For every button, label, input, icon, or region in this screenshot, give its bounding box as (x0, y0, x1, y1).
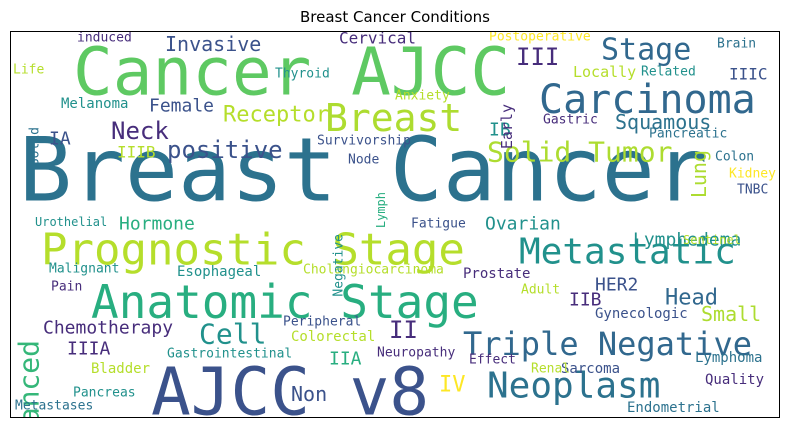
word-iiia: IIIA (67, 339, 111, 360)
word-quality: Quality (705, 372, 764, 388)
word-cancer-ajcc: Cancer AJCC (73, 34, 510, 111)
word-neuropathy: Neuropathy (377, 346, 455, 361)
word-life: Life (13, 63, 44, 78)
word-gastric: Gastric (543, 113, 598, 128)
word-tnbc: TNBC (737, 183, 768, 198)
word-anatomic-stage: Anatomic Stage (91, 275, 479, 329)
word-lymphoma: Lymphoma (695, 350, 762, 366)
word-prognostic-stage: Prognostic Stage (41, 225, 465, 276)
word-induced: induced (77, 32, 132, 46)
word-ia: IA (49, 129, 71, 150)
word-sarcoma: Sarcoma (561, 361, 620, 377)
word-endometrial: Endometrial (627, 400, 720, 416)
word-adult: Adult (521, 283, 560, 298)
word-female: Female (149, 96, 214, 117)
word-stage: Stage (601, 33, 691, 68)
word-solid: Solid (28, 127, 43, 166)
word-early: Early (498, 104, 516, 149)
word-small: Small (701, 302, 761, 326)
word-neck: Neck (111, 117, 169, 145)
word-cervical: Cervical (339, 32, 416, 48)
word-esophageal: Esophageal (177, 264, 261, 280)
word-squamous: Squamous (615, 110, 711, 134)
word-carcinoma: Carcinoma (539, 77, 756, 123)
word-fatigue: Fatigue (411, 217, 466, 232)
word-ovarian: Ovarian (485, 214, 561, 235)
word-effect: Effect (469, 353, 516, 368)
word-colorectal: Colorectal (291, 329, 375, 345)
word-ii: II (389, 316, 418, 344)
word-prostate: Prostate (463, 266, 530, 282)
word-ajcc-v8: AJCC v8 (151, 354, 429, 419)
word-solid-tumor: Solid Tumor (487, 136, 672, 169)
word-lymph: Lymph (374, 192, 388, 228)
word-iiic: IIIC (729, 65, 768, 84)
word-advanced: Advanced (13, 340, 46, 418)
word-peripheral: Peripheral (283, 315, 361, 330)
word-pancreatic: Pancreatic (649, 127, 727, 142)
word-chemotherapy: Chemotherapy (43, 318, 173, 339)
word-metastases: Metastases (15, 399, 93, 414)
word-anxiety: Anxiety (395, 89, 450, 104)
word-related: Related (641, 65, 696, 80)
word-urothelial: Urothelial (35, 215, 107, 229)
word-head: Head (665, 286, 718, 311)
chart-title: Breast Cancer Conditions (300, 8, 490, 26)
word-her2: HER2 (595, 275, 638, 296)
word-melanoma: Melanoma (61, 96, 128, 112)
word-negative: Negative (332, 234, 347, 297)
word-locally: Locally (573, 63, 636, 81)
word-node: Node (348, 153, 379, 168)
word-cholangiocarcinoma: Cholangiocarcinoma (303, 263, 444, 278)
word-cloud: Breast Cancer Cancer AJCC AJCC v8 Prognosti… (13, 32, 777, 419)
word-breast: Breast (325, 96, 462, 140)
word-brain: Brain (717, 37, 756, 52)
word-lymphedema: Lymphedema (633, 230, 741, 251)
word-triple-negative: Triple Negative (463, 325, 752, 363)
word-receptor: Receptor (223, 103, 329, 128)
word-gynecologic: Gynecologic (595, 306, 688, 322)
word-kidney: Kidney (729, 167, 776, 182)
word-ib: IB (489, 120, 511, 141)
word-iib: IIB (569, 290, 602, 311)
word-bladder: Bladder (91, 361, 150, 377)
word-neoplasm: Neoplasm (487, 366, 660, 407)
word-lung: Lung (687, 150, 711, 198)
word-positive: positive (167, 136, 283, 164)
word-malignant: Malignant (49, 262, 119, 277)
word-breast-cancer: Breast Cancer (19, 119, 708, 222)
word-thyroid: Thyroid (275, 67, 330, 82)
word-iia: IIA (329, 349, 362, 370)
word-iii: III (516, 43, 559, 71)
word-iv: IV (439, 373, 466, 398)
word-cell: Cell (199, 318, 266, 351)
word-gastrointestinal: Gastrointestinal (167, 347, 292, 362)
word-survivorship: Survivorship (317, 134, 411, 149)
word-pain: Pain (51, 280, 82, 295)
word-pancreas: Pancreas (73, 386, 136, 401)
word-cloud-frame: Breast Cancer Cancer AJCC AJCC v8 Prognosti… (10, 31, 780, 418)
word-colon: Colon (715, 150, 754, 165)
word-invasive: Invasive (165, 32, 261, 56)
word-hormone: Hormone (119, 214, 195, 235)
word-non: Non (291, 382, 327, 406)
word-postoperative: Postoperative (489, 32, 591, 45)
word-sentinel: Sentinel (683, 233, 741, 247)
word-renal: Renal (531, 362, 570, 377)
word-metastatic: Metastatic (519, 232, 736, 273)
word-iiib: IIIB (117, 143, 156, 162)
